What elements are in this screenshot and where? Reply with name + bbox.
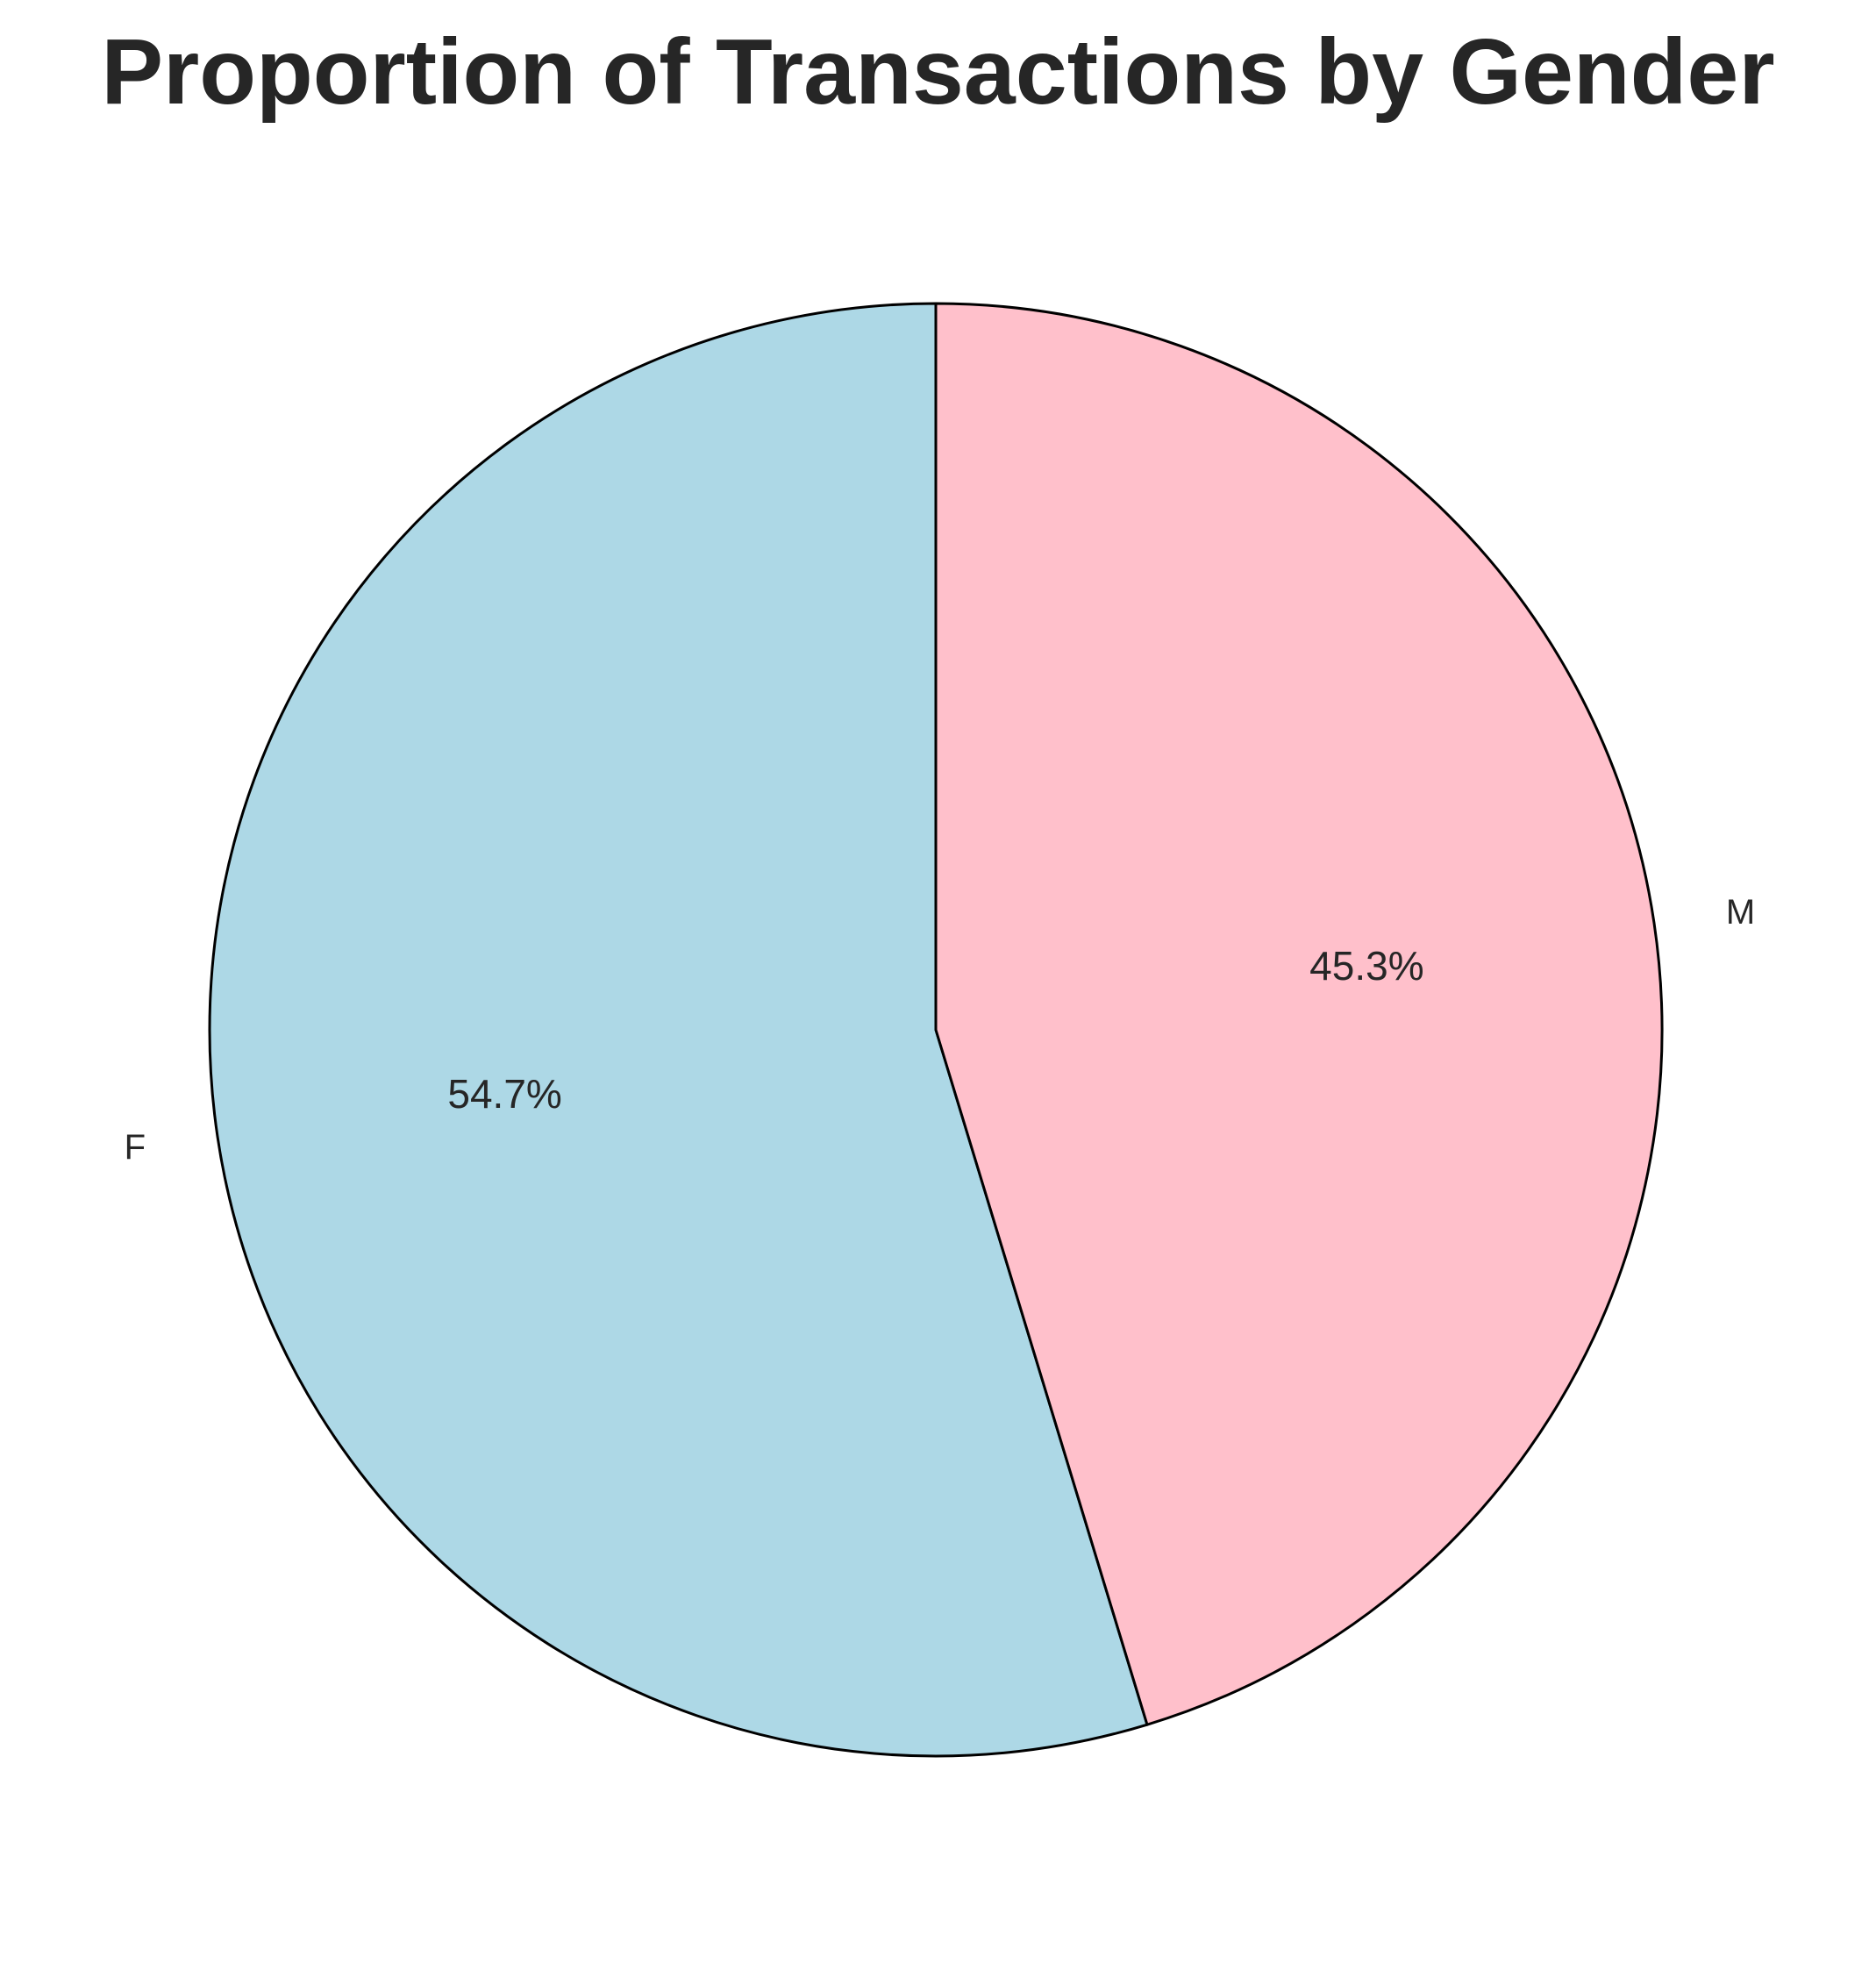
slice-percent-m: 45.3% [1309,943,1423,989]
slice-label-m: M [1726,893,1755,932]
pie-slices [208,302,1664,1758]
chart-title: Proportion of Transactions by Gender [101,20,1775,124]
slice-percent-f: 54.7% [447,1071,561,1117]
pie-slice-f [208,302,1149,1758]
slice-label-f: F [125,1128,146,1167]
pie-labels: F 54.7% M 45.3% [125,893,1756,1167]
pie-slice-m [934,302,1664,1726]
